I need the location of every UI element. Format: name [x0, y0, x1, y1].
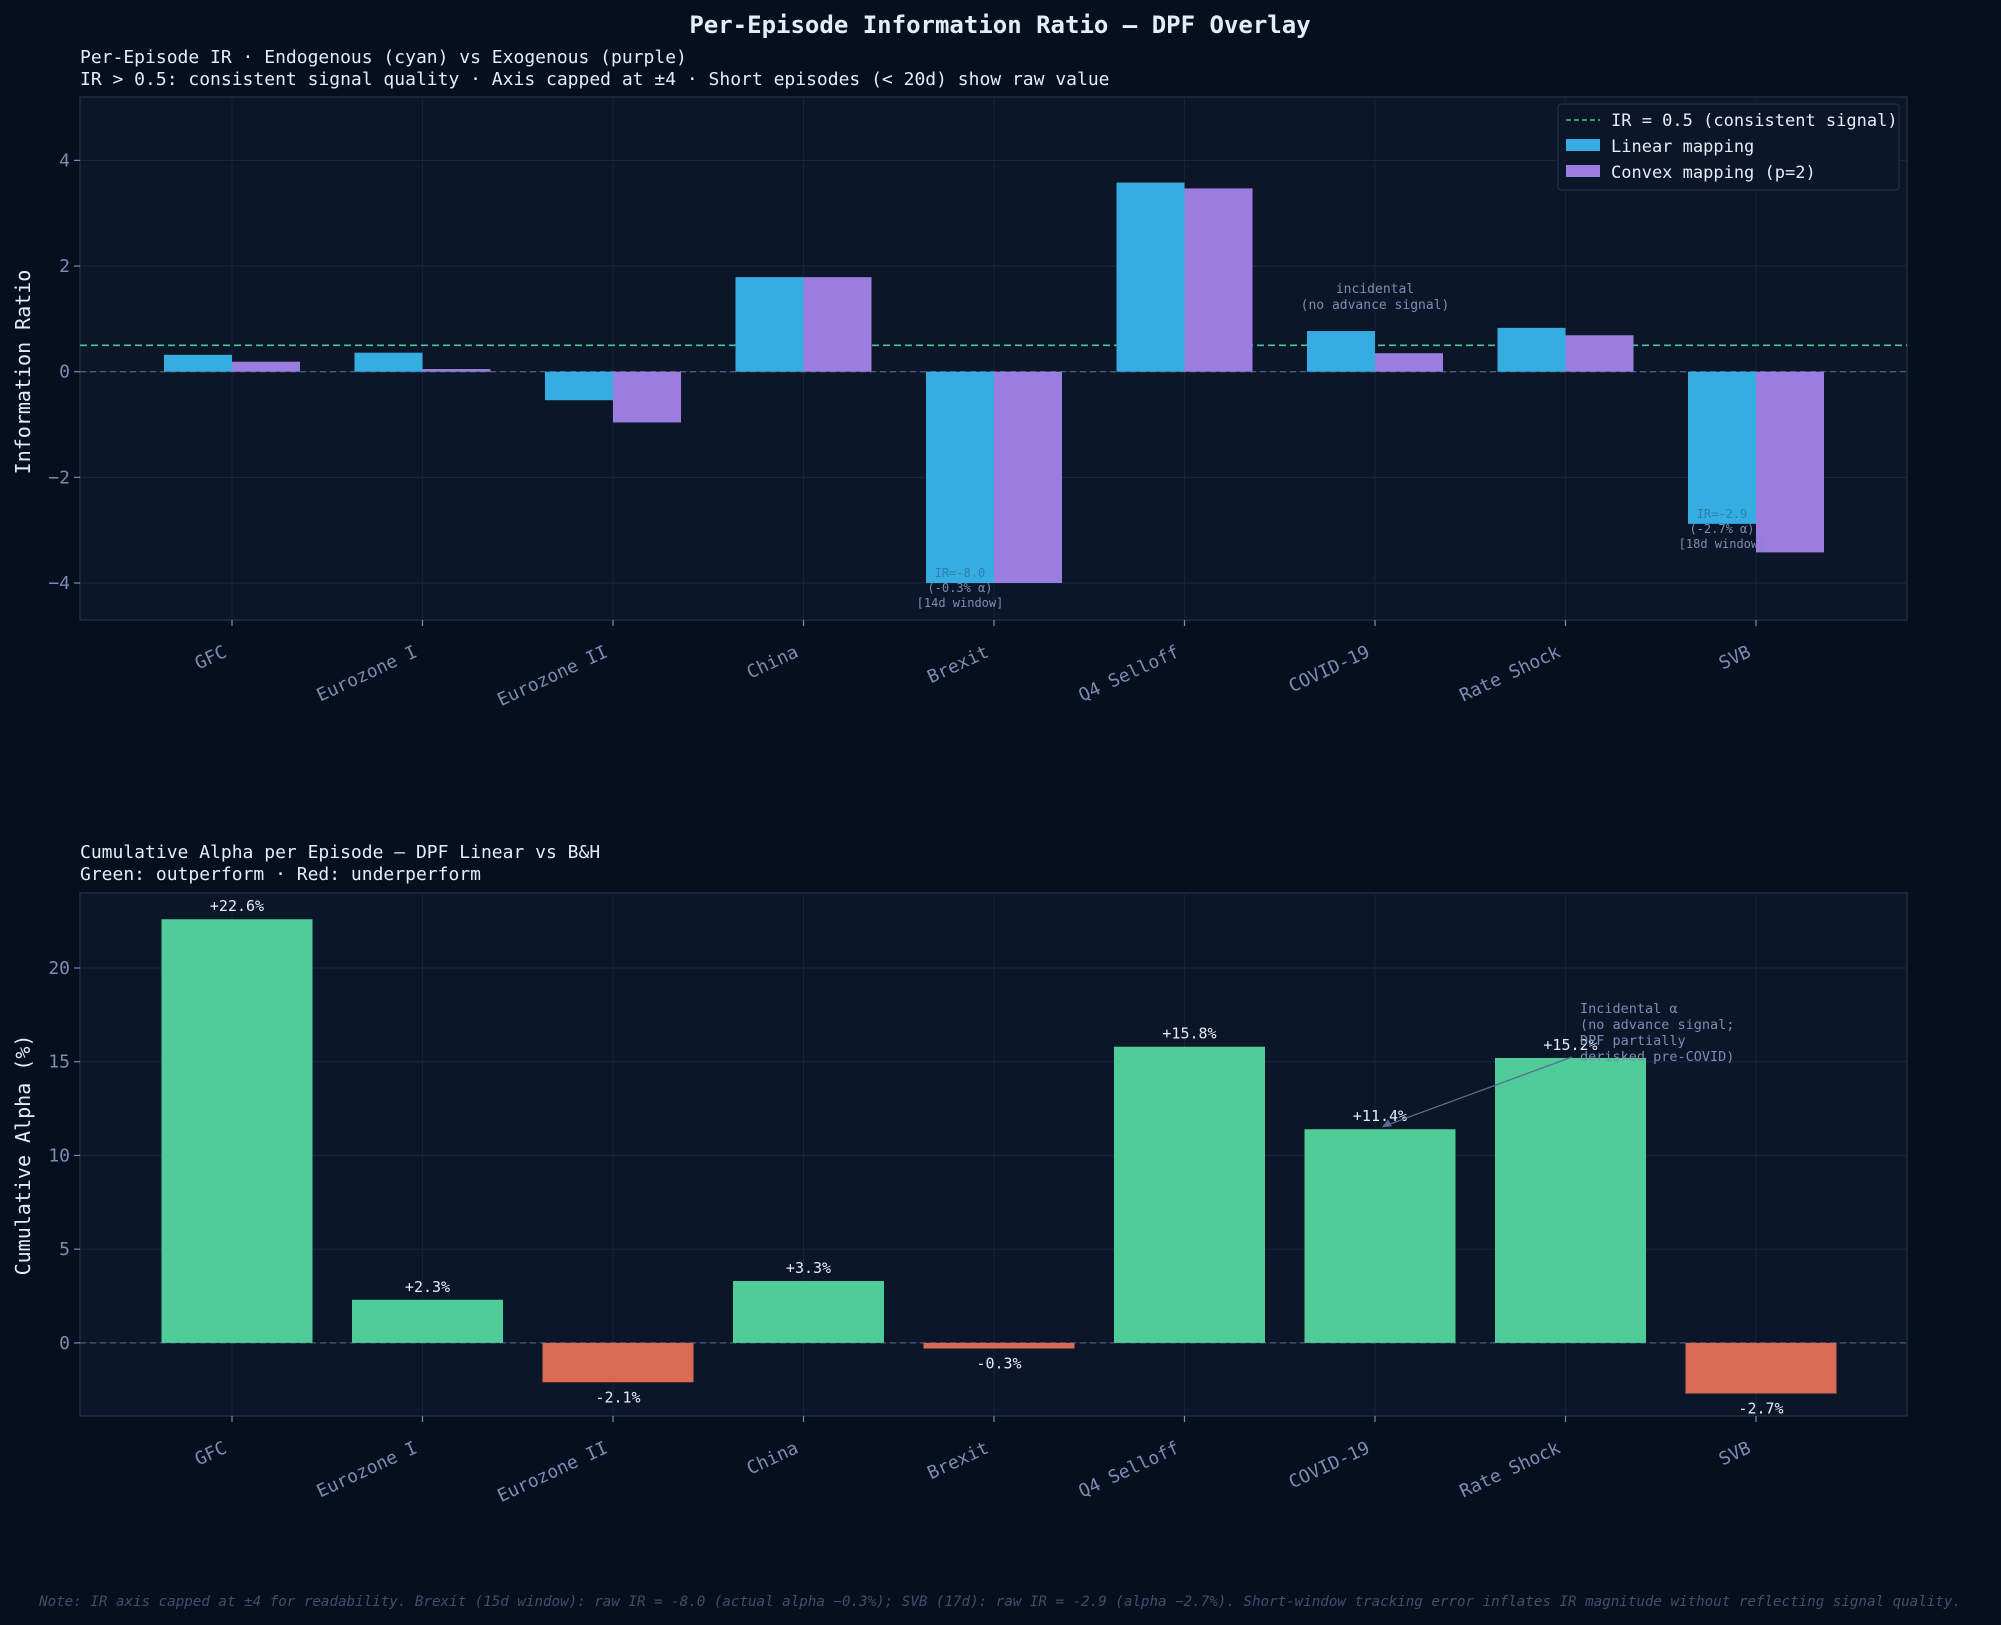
ir-annotation-brexit: (-0.3% α) [927, 581, 992, 595]
ir-annotation-svb: [18d window] [1679, 537, 1766, 551]
alpha-annotation-covid: DPF partially [1580, 1033, 1686, 1049]
ir-bar-linear-eurozone-ii [545, 371, 613, 401]
alpha-bar-svb [1685, 1342, 1837, 1394]
ir-bar-linear-brexit [926, 371, 994, 584]
alpha-value-label-brexit: -0.3% [976, 1355, 1021, 1373]
ir-y-axis-label: Information Ratio [11, 270, 35, 475]
alpha-bar-eurozone-ii [542, 1342, 694, 1383]
alpha-annotation-covid: (no advance signal; [1580, 1017, 1734, 1033]
ir-bar-convex-gfc [232, 361, 300, 372]
ir-bar-convex-covid-19 [1375, 353, 1443, 372]
ir-bar-linear-china [735, 277, 804, 372]
alpha-value-label-eurozone-i: +2.3% [405, 1278, 450, 1296]
ir-bars [80, 182, 1907, 584]
ir-annotations: incidental(no advance signal) IR=-8.0(-0.… [917, 282, 1766, 610]
ir-annotation-brexit: IR=-8.0 [935, 566, 986, 580]
ir-bar-convex-china [803, 277, 872, 372]
ir-chart-subtitle-2: IR > 0.5: consistent signal quality · Ax… [80, 69, 1110, 90]
ir-annotation-svb: (-2.7% α) [1689, 522, 1754, 536]
alpha-value-label-gfc: +22.6% [210, 897, 264, 915]
ir-legend-convex-label: Convex mapping (p=2) [1611, 163, 1816, 183]
alpha-chart-subtitle-1: Cumulative Alpha per Episode — DPF Linea… [80, 842, 600, 863]
ir-annotation-covid: (no advance signal) [1301, 298, 1450, 313]
ir-ytick-label: −2 [48, 467, 70, 488]
ir-chart-subtitle-1: Per-Episode IR · Endogenous (cyan) vs Ex… [80, 47, 687, 68]
ir-y-axis: −4 −2 0 2 4 [48, 150, 80, 594]
alpha-value-label-rate-shock: +15.2% [1543, 1036, 1597, 1054]
al-ytick-label: 20 [48, 958, 70, 979]
ir-chart: Per-Episode IR · Endogenous (cyan) vs Ex… [11, 47, 1908, 711]
ir-ytick-label: 2 [59, 256, 70, 277]
ir-bar-convex-rate-shock [1565, 335, 1634, 372]
figure-title: Per-Episode Information Ratio — DPF Over… [689, 11, 1310, 39]
alpha-bar-brexit [923, 1342, 1075, 1349]
alpha-value-label-eurozone-ii: -2.1% [595, 1388, 640, 1406]
ir-legend-linear-label: Linear mapping [1611, 137, 1754, 157]
alpha-bar-eurozone-i [352, 1299, 503, 1343]
ir-legend-threshold-label: IR = 0.5 (consistent signal) [1611, 111, 1898, 131]
ir-bar-convex-q4-selloff [1184, 188, 1253, 372]
alpha-annotation-covid: Incidental α [1580, 1001, 1678, 1017]
alpha-y-axis-label: Cumulative Alpha (%) [11, 1035, 35, 1276]
alpha-annotations: Incidental α(no advance signal;DPF parti… [1382, 1001, 1734, 1128]
al-ytick-label: 5 [59, 1239, 70, 1260]
ir-bar-convex-eurozone-i [422, 369, 491, 372]
ir-bar-convex-eurozone-ii [613, 371, 681, 423]
alpha-annotation-covid: derisked pre-COVID) [1580, 1049, 1734, 1065]
alpha-chart: Cumulative Alpha per Episode — DPF Linea… [11, 842, 1908, 1507]
ir-legend-convex-swatch [1566, 165, 1600, 177]
ir-bar-linear-covid-19 [1307, 331, 1375, 372]
alpha-bar-q4-selloff [1114, 1046, 1265, 1343]
ir-annotation-svb: IR=-2.9 [1697, 507, 1748, 521]
alpha-annotation-arrowhead [1382, 1119, 1392, 1128]
alpha-y-axis: 0 5 10 15 20 [48, 958, 80, 1354]
ir-annotation-brexit: [14d window] [917, 596, 1004, 610]
al-ytick-label: 15 [48, 1052, 70, 1073]
ir-bar-linear-gfc [164, 354, 232, 372]
al-ytick-label: 0 [59, 1333, 70, 1354]
alpha-value-label-china: +3.3% [786, 1259, 831, 1277]
ir-bar-linear-eurozone-i [354, 352, 423, 372]
alpha-annotation-arrow [1383, 1056, 1573, 1127]
alpha-bars: +22.6% +2.3% -2.1% +3.3% -0.3% +15.8% +11.4% +1… [161, 897, 1837, 1418]
ir-bar-linear-q4-selloff [1116, 182, 1185, 372]
alpha-value-label-q4-selloff: +15.8% [1162, 1025, 1216, 1043]
ir-bar-convex-brexit [994, 371, 1062, 584]
ir-ytick-label: 0 [59, 362, 70, 383]
footnote: Note: IR axis capped at ±4 for readabili… [38, 1594, 1961, 1610]
ir-legend: IR = 0.5 (consistent signal) Linear mapp… [1557, 103, 1900, 191]
alpha-value-label-svb: -2.7% [1738, 1400, 1783, 1418]
ir-bar-convex-svb [1756, 371, 1824, 553]
ir-bar-linear-rate-shock [1497, 327, 1566, 372]
ir-annotation-covid: incidental [1336, 282, 1414, 297]
alpha-bar-china [733, 1281, 884, 1343]
alpha-chart-subtitle-2: Green: outperform · Red: underperform [80, 864, 481, 885]
ir-ytick-label: 4 [59, 150, 70, 171]
alpha-bar-covid-19 [1304, 1129, 1456, 1343]
ir-ytick-label: −4 [48, 573, 70, 594]
ir-bar-linear-svb [1688, 371, 1756, 524]
ir-legend-linear-swatch [1566, 139, 1600, 151]
al-ytick-label: 10 [48, 1145, 70, 1166]
alpha-bar-rate-shock [1495, 1057, 1646, 1343]
ir-legend-box [1557, 103, 1900, 191]
alpha-bar-gfc [161, 919, 313, 1343]
alpha-value-label-covid-19: +11.4% [1353, 1107, 1407, 1125]
